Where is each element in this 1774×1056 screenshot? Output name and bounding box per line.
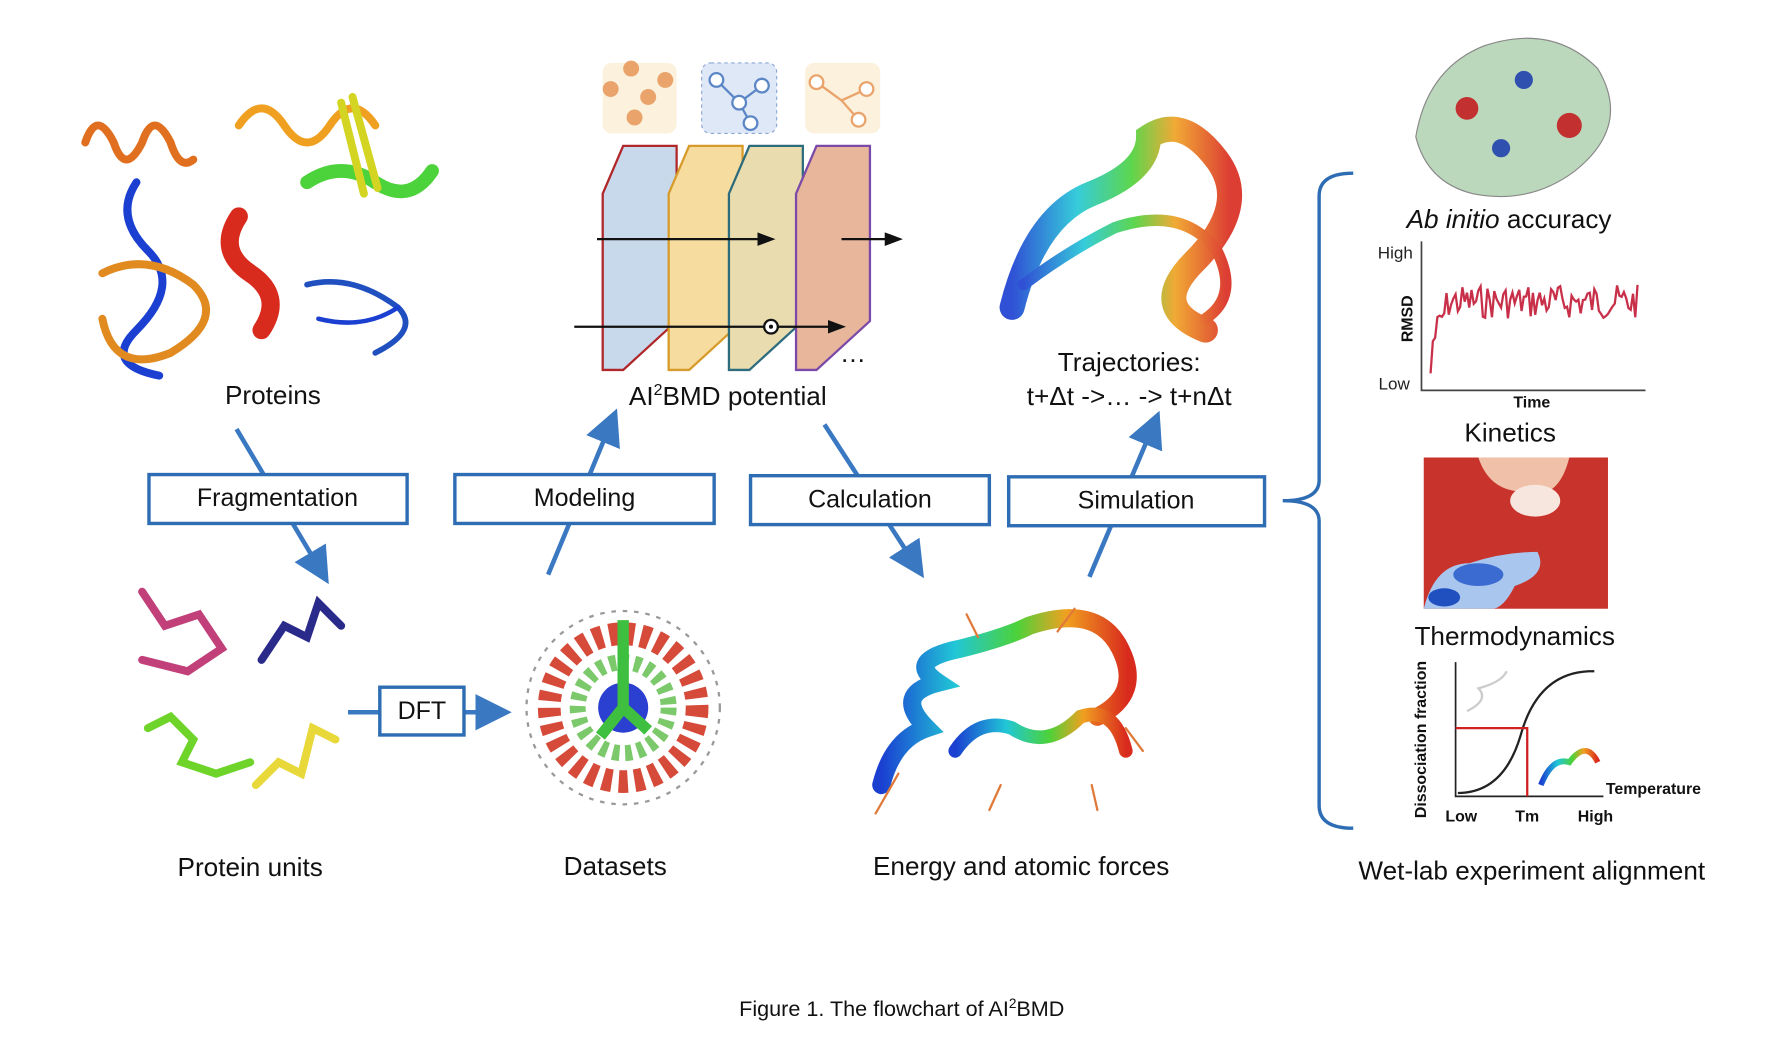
- trajectories-label-2: t+Δt ->… -> t+nΔt: [1027, 381, 1233, 411]
- surface-image: [1415, 37, 1611, 198]
- summary-label: Wet-lab experiment alignment: [1358, 855, 1706, 885]
- modeling-box: [453, 472, 716, 526]
- rmsd-plot: [1420, 241, 1646, 392]
- proteins-label: Proteins: [225, 380, 321, 410]
- thermodynamics-label: Thermodynamics: [1414, 621, 1614, 651]
- feature-icons: [602, 60, 881, 134]
- bracket: [1282, 171, 1354, 830]
- datasets-image: [525, 609, 721, 806]
- temp-tm: Tm: [1515, 808, 1539, 825]
- energy-label: Energy and atomic forces: [873, 851, 1169, 881]
- proteins-image: [81, 93, 439, 380]
- rmsd-axis-label: RMSD: [1399, 295, 1416, 342]
- ab-initio-label: Ab initio accuracy: [1405, 204, 1613, 234]
- dft-label: DFT: [398, 697, 447, 725]
- network-layers: [574, 144, 903, 372]
- dissociation-axis-label: Dissociation fraction: [1413, 661, 1430, 818]
- calculation-label: Calculation: [808, 485, 932, 513]
- caption: Figure 1. The flowchart of AI2BMD: [739, 996, 1064, 1021]
- rmsd-high: High: [1378, 243, 1413, 262]
- dft-box: [378, 685, 466, 737]
- rmsd-low: Low: [1379, 374, 1411, 393]
- energy-image: [872, 607, 1145, 815]
- fragmentation-box: [147, 472, 409, 526]
- flow-arrows: [234, 408, 1163, 731]
- protein-units-image: [138, 587, 346, 789]
- free-energy-map: [1423, 457, 1608, 609]
- trajectory-image: [999, 116, 1242, 343]
- trajectories-label-1: Trajectories:: [1058, 347, 1201, 377]
- simulation-box: [1006, 475, 1267, 528]
- calculation-box: [748, 473, 992, 527]
- time-axis-label: Time: [1513, 394, 1550, 411]
- simulation-label: Simulation: [1078, 486, 1195, 514]
- dissociation-plot: [1454, 662, 1604, 798]
- datasets-label: Datasets: [564, 851, 667, 881]
- modeling-label: Modeling: [534, 484, 635, 512]
- ellipsis: …: [840, 338, 866, 368]
- temp-high: High: [1578, 808, 1613, 825]
- fragmentation-label: Fragmentation: [197, 484, 358, 512]
- potential-label: AI2BMD potential: [629, 381, 827, 411]
- temperature-axis-label: Temperature: [1606, 781, 1701, 798]
- protein-units-label: Protein units: [178, 852, 323, 882]
- kinetics-label: Kinetics: [1464, 418, 1556, 448]
- temp-low: Low: [1445, 808, 1477, 825]
